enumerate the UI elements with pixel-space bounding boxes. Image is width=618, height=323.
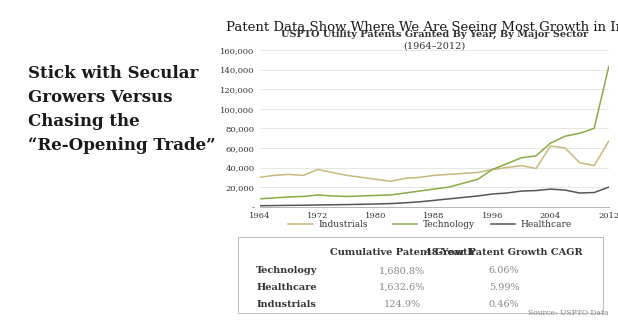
Text: Technology: Technology (423, 220, 475, 229)
Text: USPTO Utility Patents Granted By Year, By Major Sector: USPTO Utility Patents Granted By Year, B… (281, 30, 588, 39)
Text: 48-Year Patent Growth CAGR: 48-Year Patent Growth CAGR (425, 248, 583, 257)
Text: 0.46%: 0.46% (489, 300, 520, 309)
Text: Source: USPTO Data: Source: USPTO Data (528, 308, 609, 317)
Text: (1964–2012): (1964–2012) (403, 41, 465, 50)
Text: Cumulative Patent Growth: Cumulative Patent Growth (329, 248, 475, 257)
Text: 6.06%: 6.06% (489, 266, 519, 275)
Text: Stick with Secular
Growers Versus
Chasing the
“Re-Opening Trade”: Stick with Secular Growers Versus Chasin… (28, 65, 215, 154)
Text: Industrials: Industrials (318, 220, 368, 229)
Text: Healthcare: Healthcare (256, 283, 317, 292)
Text: Industrials: Industrials (256, 300, 316, 309)
Text: 1,632.6%: 1,632.6% (379, 283, 425, 292)
Text: Technology: Technology (256, 266, 318, 275)
Text: 124.9%: 124.9% (383, 300, 421, 309)
Text: 1,680.8%: 1,680.8% (379, 266, 425, 275)
Text: Healthcare: Healthcare (520, 220, 572, 229)
Text: 5.99%: 5.99% (489, 283, 519, 292)
Text: Patent Data Show Where We Are Seeing Most Growth in Innovation: Patent Data Show Where We Are Seeing Mos… (226, 21, 618, 34)
